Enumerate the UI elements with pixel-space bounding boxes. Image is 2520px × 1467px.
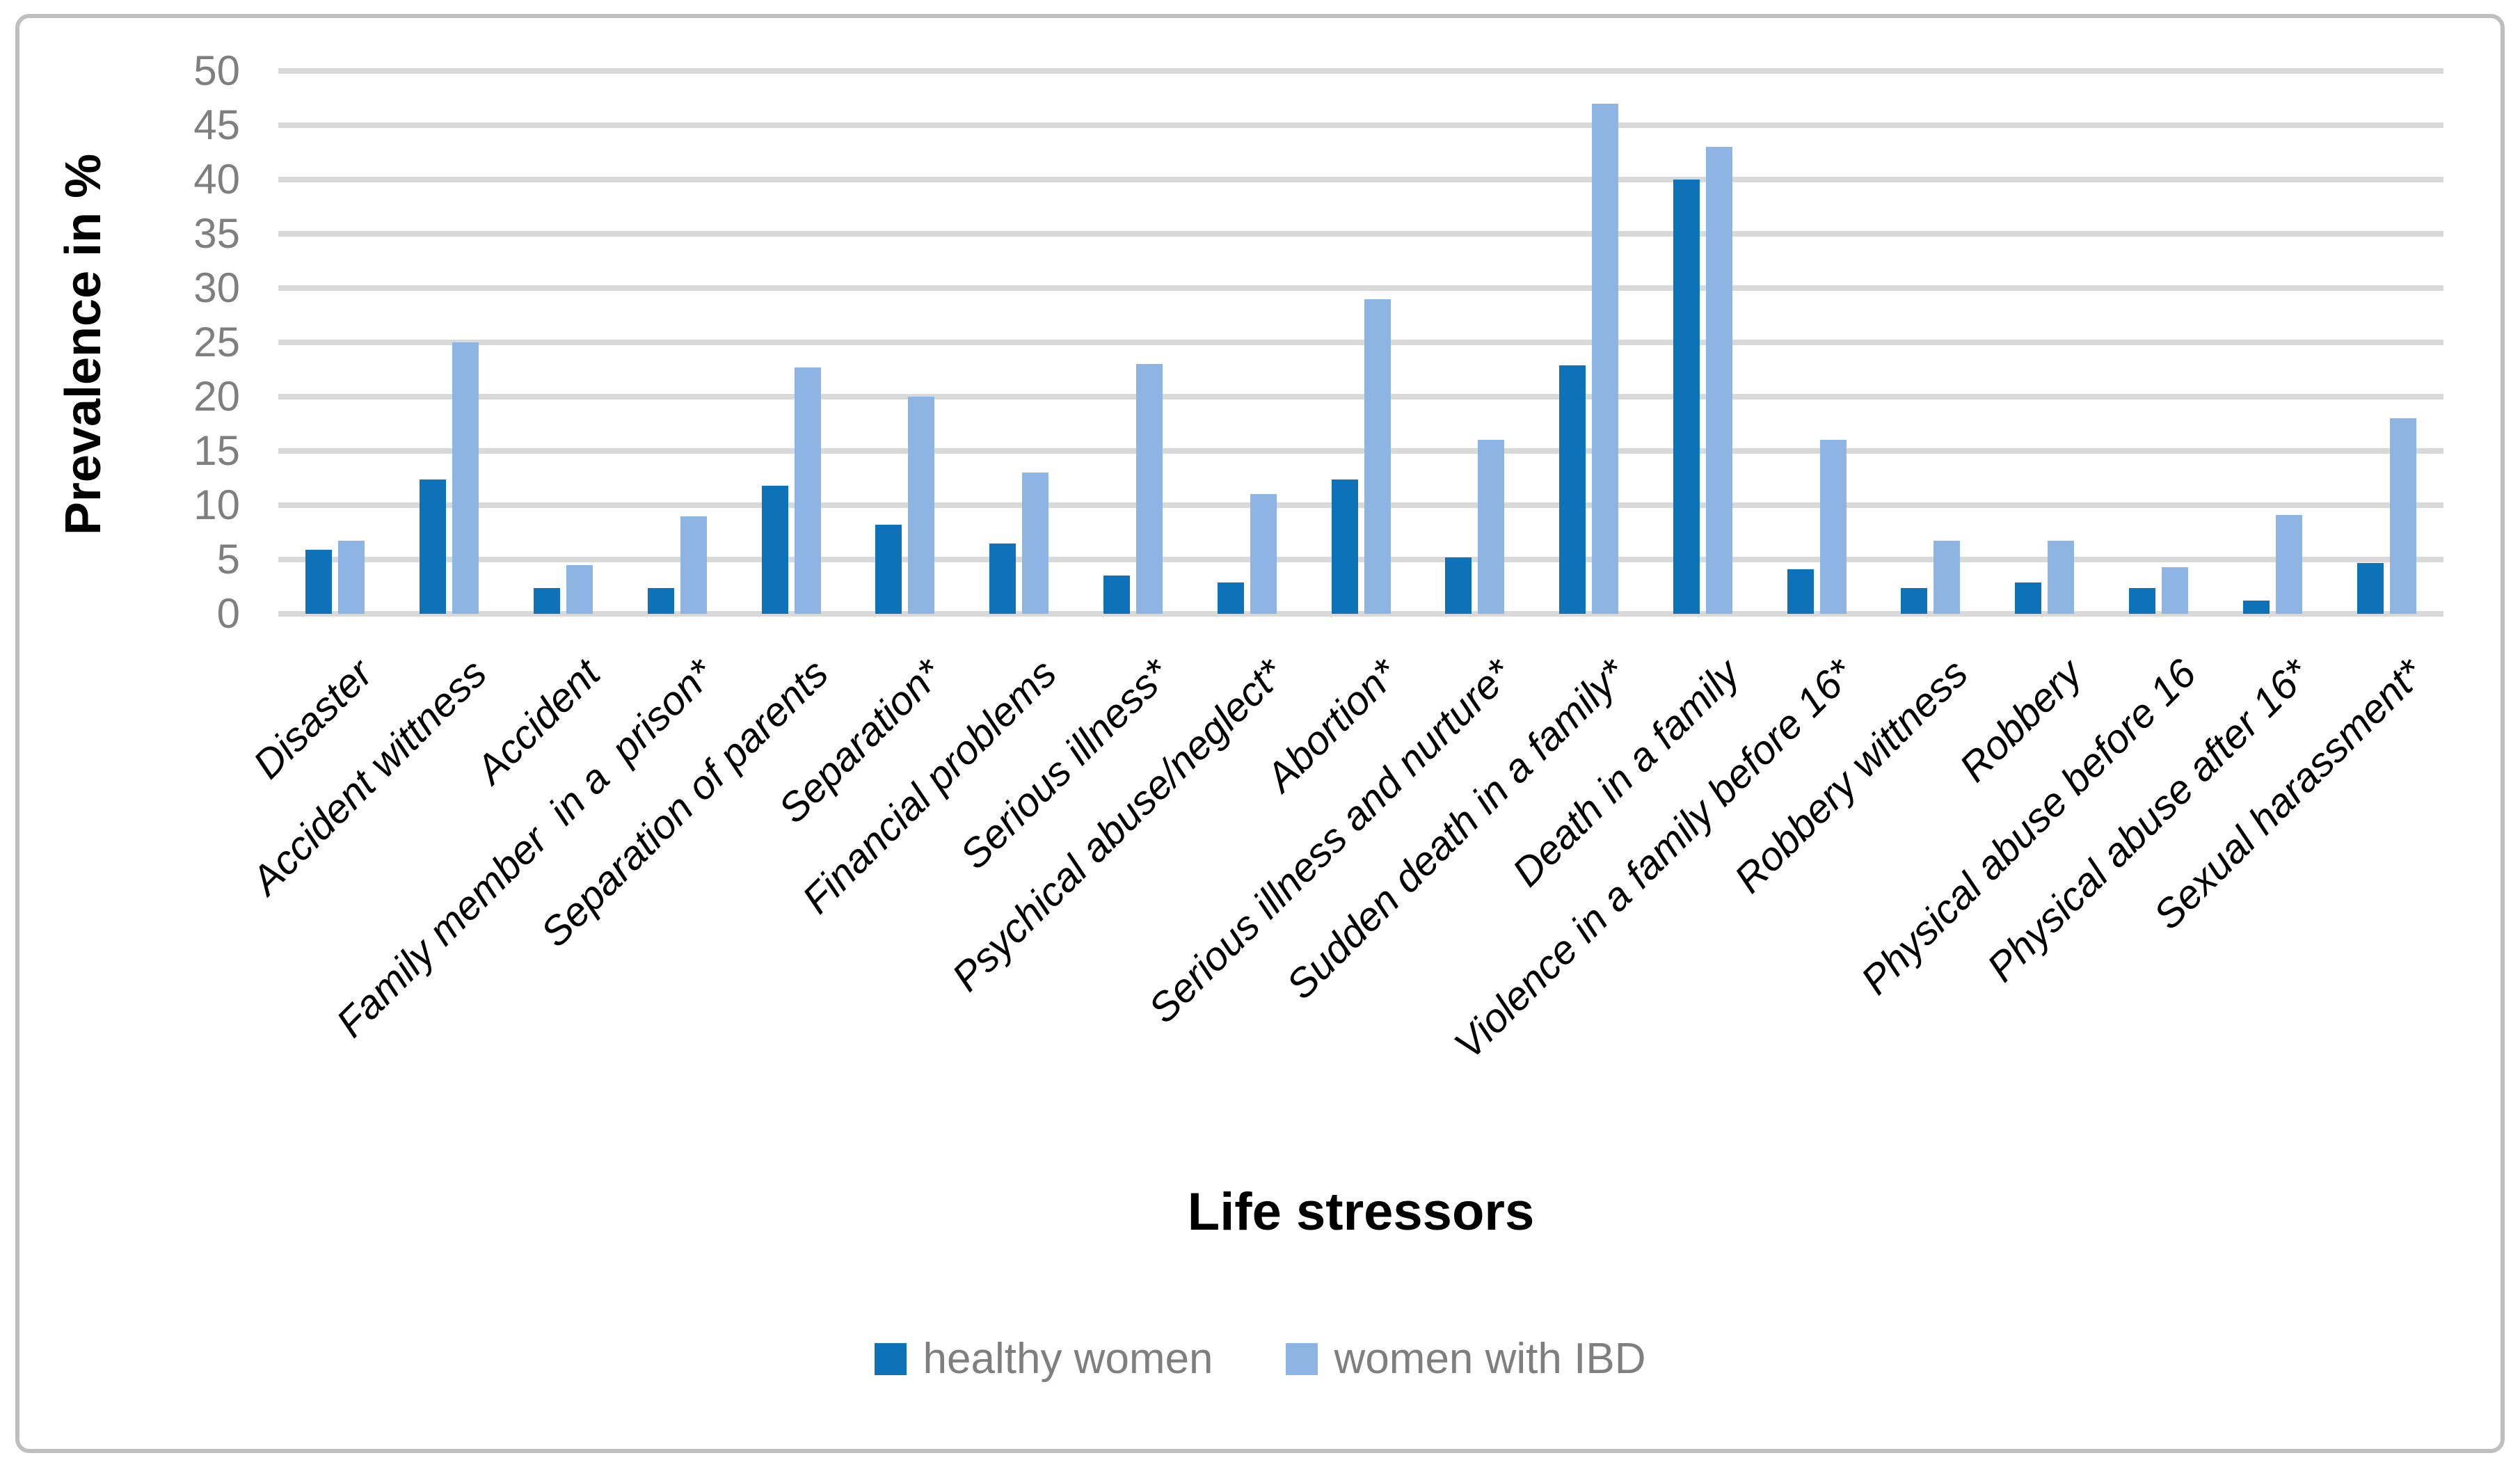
legend-label: healthy women (923, 1335, 1213, 1383)
bar-healthy-women (875, 525, 902, 614)
y-axis-tick-label: 20 (193, 373, 240, 420)
legend: healthy women women with IBD (0, 1335, 2520, 1383)
bar-healthy-women (1559, 365, 1586, 614)
bar-healthy-women (1331, 479, 1358, 614)
y-axis-tick-label: 40 (193, 156, 240, 203)
bar-women-with-ibd (2389, 418, 2416, 614)
bar-healthy-women (1217, 582, 1244, 614)
gridline (278, 448, 2443, 454)
bar-healthy-women (2356, 562, 2384, 614)
y-axis-tick-label: 5 (216, 536, 240, 582)
gridline (278, 502, 2443, 508)
gridline (278, 394, 2443, 399)
y-axis-tick-label: 45 (193, 102, 240, 148)
legend-label: women with IBD (1334, 1335, 1646, 1383)
bar-women-with-ibd (680, 516, 707, 614)
bar-women-with-ibd (1592, 103, 1619, 614)
bar-healthy-women (1445, 557, 1472, 614)
bar-women-with-ibd (908, 397, 935, 614)
legend-swatch-icon (874, 1343, 907, 1375)
bar-healthy-women (761, 485, 788, 614)
y-axis-tick-label: 50 (193, 47, 240, 94)
bar-women-with-ibd (1022, 473, 1049, 614)
legend-item: healthy women (874, 1335, 1213, 1383)
bar-healthy-women (647, 587, 674, 614)
bar-healthy-women (1901, 587, 1928, 614)
bar-healthy-women (533, 587, 560, 614)
bar-healthy-women (2015, 582, 2042, 614)
bar-healthy-women (1673, 180, 1700, 614)
bar-women-with-ibd (2048, 541, 2075, 614)
gridline (278, 340, 2443, 345)
bar-healthy-women (305, 549, 333, 614)
bar-healthy-women (1787, 569, 1814, 614)
bar-women-with-ibd (1135, 364, 1163, 614)
y-axis-tick-label: 25 (193, 319, 240, 365)
gridline (278, 611, 2443, 617)
bar-healthy-women (2242, 601, 2270, 614)
gridline (278, 122, 2443, 128)
y-axis-tick-label: 10 (193, 482, 240, 528)
bar-women-with-ibd (2162, 566, 2189, 614)
y-axis-tick-label: 35 (193, 210, 240, 257)
legend-item: women with IBD (1285, 1335, 1646, 1383)
bar-healthy-women (2129, 587, 2156, 614)
y-axis-tick-label: 30 (193, 264, 240, 311)
legend-swatch-icon (1285, 1343, 1318, 1375)
bar-women-with-ibd (794, 367, 821, 614)
gridline (278, 285, 2443, 291)
x-axis-title: Life stressors (1187, 1182, 1535, 1242)
gridline (278, 557, 2443, 562)
y-axis-tick-label: 15 (193, 427, 240, 474)
bar-women-with-ibd (1933, 541, 1961, 614)
bar-women-with-ibd (338, 541, 365, 614)
bar-women-with-ibd (1250, 494, 1277, 614)
bar-healthy-women (989, 543, 1016, 614)
bar-women-with-ibd (566, 564, 593, 614)
y-axis-tick-label: 0 (216, 590, 240, 637)
bar-women-with-ibd (452, 342, 479, 614)
bar-women-with-ibd (1478, 440, 1505, 614)
plot-area (278, 68, 2443, 617)
bar-women-with-ibd (1705, 147, 1732, 614)
gridline (278, 231, 2443, 237)
gridline (278, 177, 2443, 182)
bar-healthy-women (420, 479, 447, 614)
bar-healthy-women (1103, 576, 1130, 614)
bar-women-with-ibd (1364, 299, 1391, 614)
gridline (278, 68, 2443, 74)
bar-women-with-ibd (2275, 515, 2302, 614)
bar-women-with-ibd (1819, 440, 1847, 614)
